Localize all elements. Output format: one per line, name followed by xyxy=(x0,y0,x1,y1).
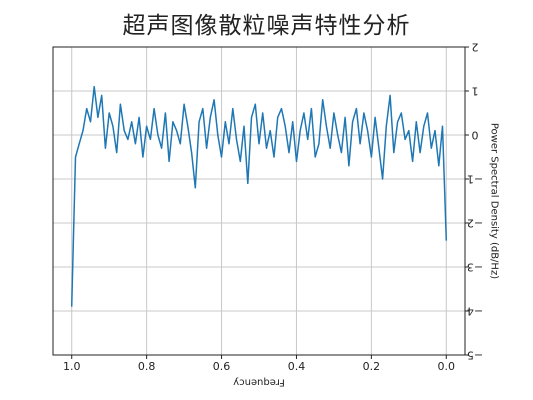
axis-ticks: 1.0 0.8 0.6 0.4 0.2 0.0 2 1 0 −1 −2 −3 −4 −5 xyxy=(63,41,483,374)
y-axis-label: Power Spectral Density (dB/Hz) xyxy=(489,123,500,279)
psd-line xyxy=(70,85,448,307)
x-tick-label: 0.6 xyxy=(213,360,231,373)
y-tick-label: −2 xyxy=(467,217,483,230)
y-tick-label: 1 xyxy=(472,85,479,98)
x-axis-label: Frequency xyxy=(233,377,285,388)
y-tick-label: −4 xyxy=(467,305,483,318)
series-layer xyxy=(70,85,448,307)
y-tick-label: 0 xyxy=(472,129,479,142)
y-tick-label: −1 xyxy=(467,173,483,186)
y-tick-label: −5 xyxy=(467,349,483,362)
x-tick-label: 0.8 xyxy=(138,360,156,373)
x-tick-label: 0.0 xyxy=(438,360,456,373)
grid-lines xyxy=(53,46,465,356)
x-tick-label: 1.0 xyxy=(63,360,81,373)
y-tick-label: −3 xyxy=(467,261,483,274)
plot-frame xyxy=(52,46,466,356)
x-tick-label: 0.2 xyxy=(363,360,381,373)
x-tick-label: 0.4 xyxy=(288,360,306,373)
y-tick-label: 2 xyxy=(472,41,479,54)
chart-title: 超声图像散粒噪声特性分析 xyxy=(122,13,411,39)
